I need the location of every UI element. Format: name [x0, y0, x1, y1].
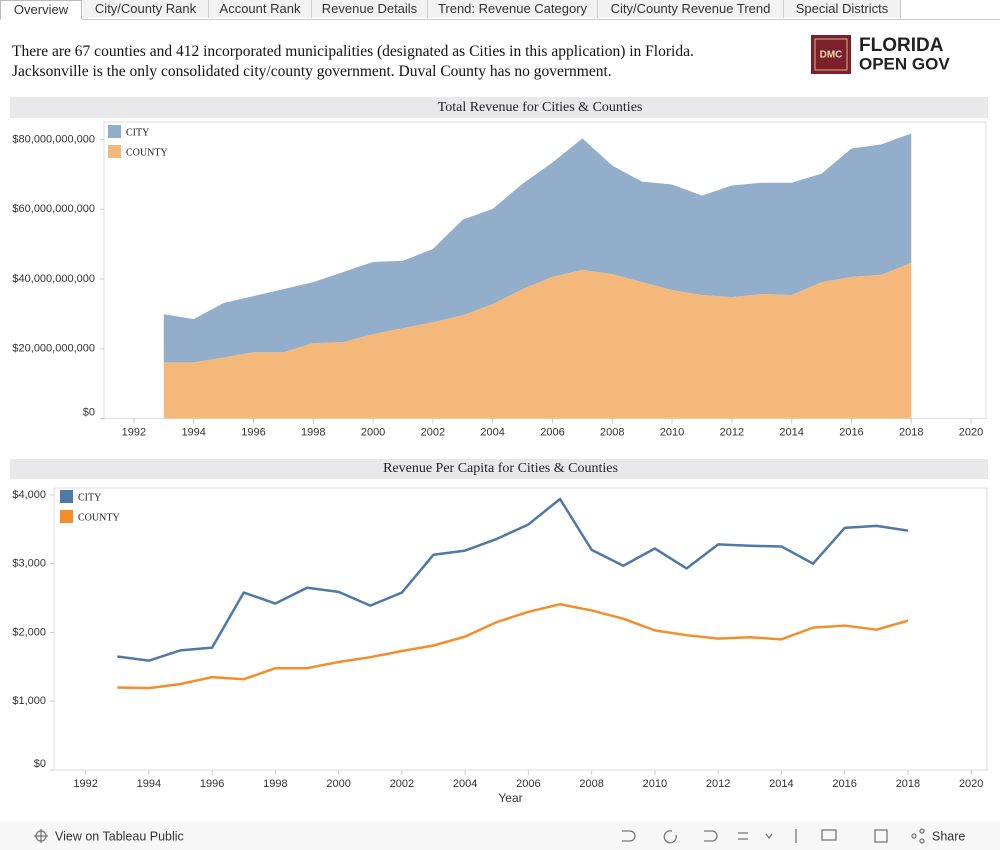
- x-tick-label: 2014: [779, 426, 803, 438]
- area: [163, 262, 912, 419]
- x-tick-label: 2016: [839, 426, 863, 438]
- x-tick-label: 2010: [643, 778, 667, 790]
- legend-swatch: [60, 490, 73, 503]
- x-tick-label: 1994: [137, 778, 161, 790]
- legend-label: COUNTY: [126, 147, 168, 158]
- x-tick-label: 2004: [453, 778, 477, 790]
- x-tick-label: 2020: [959, 426, 983, 438]
- x-tick-label: 1998: [263, 778, 287, 790]
- x-tick-label: 2012: [706, 778, 730, 790]
- line: [117, 497, 909, 662]
- y-tick-label: $60,000,000,000: [12, 203, 95, 215]
- toolbar: [0, 822, 1000, 850]
- tab-bar: Overview City/County Rank Account Rank Reve…: [0, 0, 1000, 20]
- line: [117, 602, 909, 690]
- title-band: [10, 97, 988, 118]
- legend-label: CITY: [78, 492, 101, 503]
- y-tick-label: $1,000: [12, 695, 46, 707]
- y-tick-label: $0: [83, 406, 95, 418]
- logo-title: FLORIDA: [859, 35, 944, 56]
- tab[interactable]: Overview: [0, 0, 82, 20]
- footer-icons: [34, 828, 925, 844]
- x-tick-label: 2018: [896, 778, 920, 790]
- logo-subtitle: OPEN GOV: [859, 54, 950, 73]
- legend-label: COUNTY: [78, 512, 120, 523]
- x-tick-label: 2006: [540, 426, 564, 438]
- x-tick-label: 1996: [200, 778, 224, 790]
- x-tick-label: 2012: [720, 426, 744, 438]
- x-tick-label: 2002: [390, 778, 414, 790]
- x-tick-label: 1994: [181, 426, 205, 438]
- tab[interactable]: Revenue Details: [312, 0, 428, 18]
- x-tick-label: 2008: [600, 426, 624, 438]
- x-tick-label: 2010: [660, 426, 684, 438]
- x-axis-label: Year: [498, 791, 522, 805]
- tab[interactable]: Trend: Revenue Category: [428, 0, 598, 18]
- legend-label: CITY: [126, 127, 149, 138]
- logo-badge-text: DMC: [820, 50, 843, 61]
- view-link[interactable]: View on Tableau Public: [55, 829, 184, 843]
- x-tick-label: 2014: [769, 778, 793, 790]
- legend-swatch: [108, 145, 121, 158]
- tab[interactable]: Special Districts: [784, 0, 901, 18]
- x-tick-label: 2002: [421, 426, 445, 438]
- title-band: [10, 459, 988, 479]
- x-tick-label: 2000: [361, 426, 385, 438]
- area: [163, 133, 912, 363]
- tab[interactable]: City/County Revenue Trend: [598, 0, 784, 18]
- intro-line: There are 67 counties and 412 incorporat…: [12, 43, 694, 60]
- tab[interactable]: Account Rank: [209, 0, 312, 18]
- x-tick-label: 2006: [516, 778, 540, 790]
- y-tick-label: $3,000: [12, 558, 46, 570]
- legend-swatch: [108, 125, 121, 138]
- y-tick-label: $80,000,000,000: [12, 133, 95, 145]
- y-tick-label: $2,000: [12, 626, 46, 638]
- x-tick-label: 2008: [579, 778, 603, 790]
- x-tick-label: 2016: [832, 778, 856, 790]
- x-tick-label: 1992: [122, 426, 146, 438]
- x-tick-label: 1998: [301, 426, 325, 438]
- legend-swatch: [60, 510, 73, 523]
- tab[interactable]: City/County Rank: [83, 0, 209, 18]
- x-tick-label: 1992: [73, 778, 97, 790]
- x-tick-label: 2004: [480, 426, 504, 438]
- y-tick-label: $20,000,000,000: [12, 343, 95, 355]
- x-tick-label: 2020: [959, 778, 983, 790]
- chart-title: Revenue Per Capita for Cities & Counties: [383, 461, 618, 476]
- y-tick-label: $40,000,000,000: [12, 273, 95, 285]
- logo-badge: [811, 35, 851, 74]
- chart-title: Total Revenue for Cities & Counties: [438, 100, 643, 115]
- x-tick-label: 2018: [899, 426, 923, 438]
- plot-area: [53, 487, 988, 771]
- x-tick-label: 1996: [241, 426, 265, 438]
- y-tick-label: $0: [34, 758, 46, 770]
- logo-frame: [814, 38, 848, 71]
- x-tick-label: 2000: [326, 778, 350, 790]
- share-button[interactable]: Share: [932, 829, 965, 843]
- y-tick-label: $4,000: [12, 489, 46, 501]
- intro-line: Jacksonville is the only consolidated ci…: [12, 63, 612, 80]
